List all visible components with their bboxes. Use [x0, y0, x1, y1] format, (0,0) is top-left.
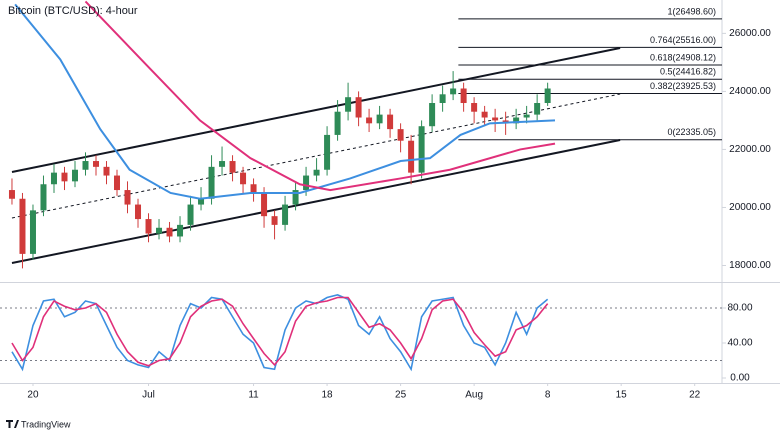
y-tick-label: 40.00 — [727, 338, 752, 349]
fib-label: 0.764(25516.00) — [650, 35, 716, 45]
candle-body — [8, 190, 15, 199]
brand-name: TradingView — [21, 419, 71, 429]
candle-body — [114, 175, 121, 191]
candle-body — [334, 111, 341, 135]
candle-body — [292, 190, 299, 205]
candle-body — [271, 216, 278, 225]
brand-logo: TradingView — [6, 419, 71, 429]
candle-body — [439, 94, 446, 104]
x-tick-label: Jul — [142, 390, 155, 401]
y-tick-label: 0.00 — [730, 373, 750, 384]
candle-body — [103, 166, 110, 176]
candle-body — [460, 88, 467, 104]
x-tick-label: 22 — [689, 390, 701, 401]
candle-body — [397, 129, 404, 141]
candle-body — [156, 227, 163, 234]
candle-body — [471, 103, 478, 112]
y-tick-label: 18000.00 — [729, 260, 771, 271]
candle-body — [250, 184, 257, 193]
fib-label: 0.5(24416.82) — [660, 67, 716, 77]
candle-body — [40, 184, 47, 211]
price-pane — [8, 0, 722, 269]
x-tick-label: Aug — [465, 390, 483, 401]
oscillator-line — [11, 294, 549, 372]
candle-body — [135, 204, 142, 220]
candle-body — [61, 172, 68, 182]
candle-body — [376, 114, 383, 124]
oscillator-line — [11, 296, 549, 367]
candle-body — [124, 190, 131, 205]
y-tick-label: 24000.00 — [729, 86, 771, 97]
candle-body — [82, 161, 89, 170]
y-tick-label: 26000.00 — [729, 28, 771, 39]
candle-body — [198, 198, 205, 205]
x-tick-label: 18 — [322, 390, 334, 401]
y-tick-label: 80.00 — [727, 303, 752, 314]
fib-label: 1(26498.60) — [667, 6, 716, 16]
candle-body — [313, 169, 320, 176]
y-tick-label: 20000.00 — [729, 202, 771, 213]
candle-body — [50, 172, 57, 185]
candle-body — [523, 114, 530, 118]
x-tick-label: 8 — [545, 390, 551, 401]
moving-average — [84, 0, 556, 192]
candle-body — [145, 219, 152, 234]
chart-title: Bitcoin (BTC/USD): 4-hour — [8, 5, 138, 17]
x-tick-label: 15 — [616, 390, 628, 401]
candle-body — [208, 166, 215, 199]
candle-body — [534, 103, 541, 115]
channel-line — [11, 47, 621, 173]
candle-body — [282, 204, 289, 225]
candle-body — [387, 114, 394, 130]
fib-label: 0.382(23925.53) — [650, 81, 716, 91]
candle-body — [418, 126, 425, 173]
x-tick-label: 11 — [248, 390, 259, 401]
candle-body — [71, 169, 78, 182]
channel-line — [11, 139, 621, 264]
candle-body — [166, 227, 173, 237]
candle-body — [481, 111, 488, 118]
candle-body — [345, 97, 352, 112]
candle-body — [240, 172, 247, 185]
candle-body — [219, 161, 226, 167]
candle-body — [429, 103, 436, 127]
channel-line — [11, 93, 621, 219]
candle-body — [303, 175, 310, 191]
candle-body — [187, 204, 194, 225]
candle-body — [366, 117, 373, 124]
candle-body — [408, 140, 415, 173]
fib-label: 0(22335.05) — [667, 127, 716, 137]
candle-body — [324, 134, 331, 170]
candle-body — [177, 224, 184, 237]
candle-body — [544, 88, 551, 104]
moving-average — [14, 3, 556, 200]
candle-body — [450, 88, 457, 95]
candle-body — [513, 117, 520, 124]
fib-label: 0.618(24908.12) — [650, 52, 716, 62]
candle-body — [93, 161, 100, 167]
candle-body — [261, 192, 268, 217]
x-tick-label: 25 — [395, 390, 407, 401]
oscillator-pane — [0, 294, 722, 372]
candle-body — [29, 210, 36, 254]
candle-body — [492, 117, 499, 121]
labels: 18000.00 20000.00 22000.00 24000.00 26000.00… — [27, 6, 771, 400]
x-tick-label: 20 — [27, 390, 39, 401]
candle-body — [355, 97, 362, 118]
y-tick-label: 22000.00 — [729, 144, 771, 155]
candle-body — [19, 198, 26, 254]
candle-body — [229, 161, 236, 173]
